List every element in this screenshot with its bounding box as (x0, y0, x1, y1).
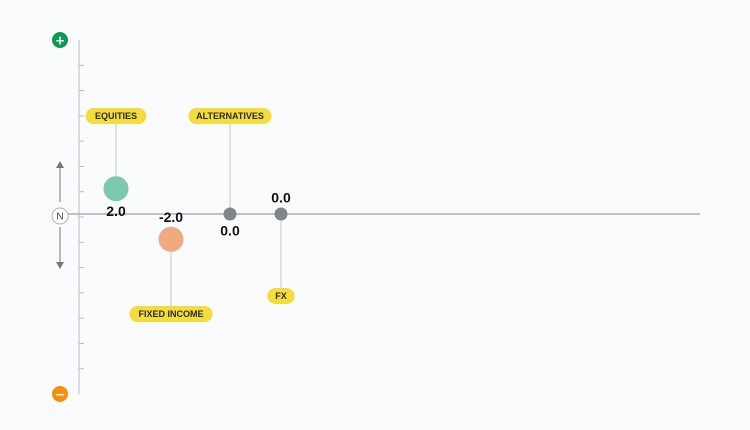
points-layer: EQUITIES 2.0 FIXED INCOME -2.0 ALTERNATIVES 0… (85, 108, 295, 322)
axis-layer: N + − (51, 32, 700, 402)
data-point (103, 176, 129, 202)
value-label: 0.0 (271, 190, 291, 206)
series-point-equities: EQUITIES 2.0 (85, 108, 147, 219)
category-tag (85, 108, 147, 124)
value-label: -2.0 (159, 209, 183, 225)
category-label: FX (275, 291, 287, 301)
neutral-label: N (56, 212, 63, 223)
data-point (158, 226, 184, 252)
series-point-alternatives: ALTERNATIVES 0.0 (188, 108, 272, 239)
plus-symbol: + (55, 34, 65, 48)
category-tag (267, 288, 295, 304)
category-label: ALTERNATIVES (196, 111, 264, 121)
plus-icon (52, 32, 68, 48)
category-label: EQUITIES (95, 111, 137, 121)
series-point-fixed-income: FIXED INCOME -2.0 (129, 209, 213, 322)
category-label: FIXED INCOME (138, 309, 203, 319)
minus-symbol: − (55, 388, 65, 402)
value-label: 0.0 (220, 223, 240, 239)
value-label: 2.0 (106, 203, 126, 219)
up-arrow-icon (56, 161, 64, 168)
category-tag (188, 108, 272, 124)
minus-icon (52, 386, 68, 402)
down-arrow-icon (56, 262, 64, 269)
category-tag (129, 306, 213, 322)
data-point (274, 207, 288, 221)
neutral-marker (51, 207, 69, 225)
data-point (223, 207, 237, 221)
series-point-fx: FX 0.0 (267, 190, 295, 304)
